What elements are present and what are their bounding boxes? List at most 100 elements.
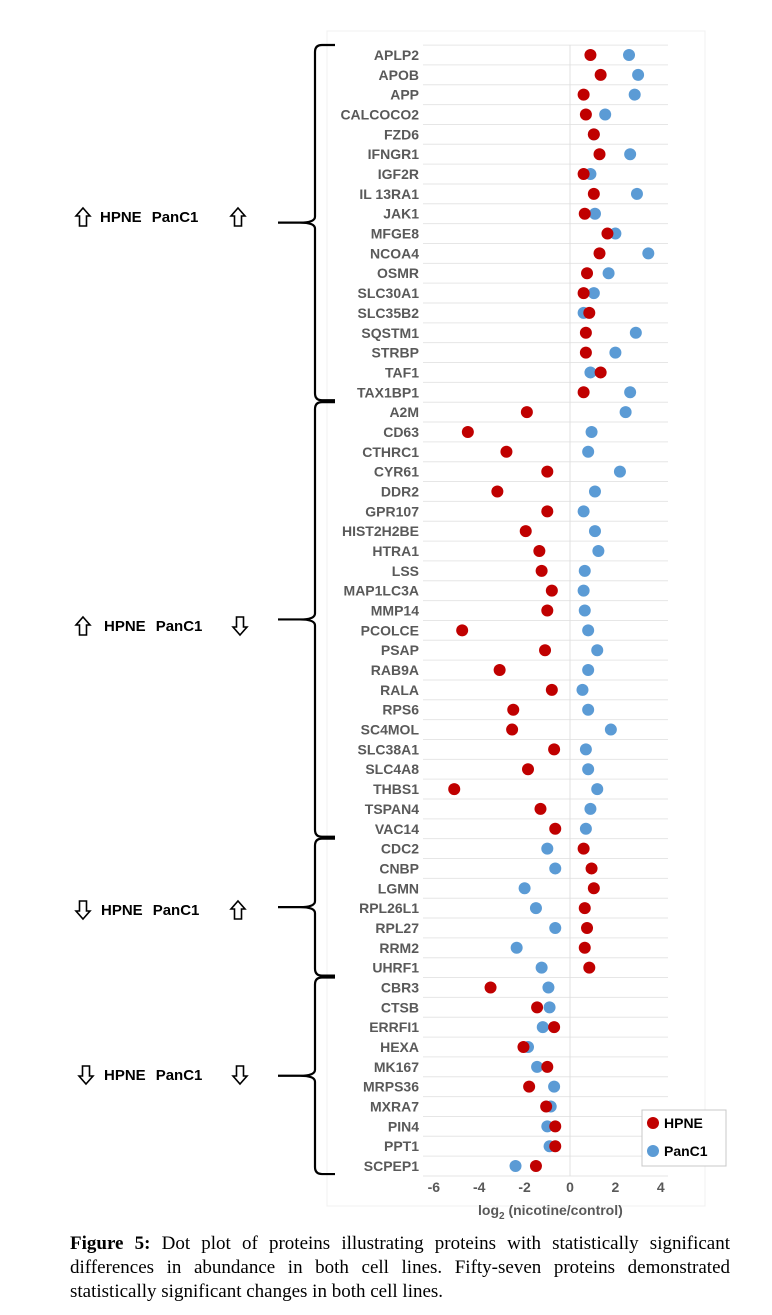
caption-label: Figure 5: (70, 1233, 151, 1254)
protein-label: SCPEP1 (364, 1158, 419, 1174)
protein-label: CTSB (381, 999, 419, 1015)
dot-hpne (583, 306, 596, 319)
protein-label: A2M (389, 404, 419, 420)
protein-label: PPT1 (384, 1138, 419, 1154)
dot-panc1 (609, 346, 622, 359)
dot-hpne (506, 723, 519, 736)
dot-hpne (549, 822, 562, 835)
dot-hpne (577, 386, 590, 399)
dot-hpne (484, 981, 497, 994)
dot-panc1 (630, 187, 643, 200)
protein-label: SLC4A8 (365, 761, 419, 777)
dot-hpne (533, 545, 546, 557)
dot-hpne (578, 207, 591, 220)
legend-label-panc1: PanC1 (664, 1143, 708, 1159)
dot-panc1 (582, 703, 595, 716)
protein-label: UHRF1 (372, 960, 419, 976)
dot-hpne (593, 247, 606, 260)
chart-frame (326, 30, 706, 1207)
protein-label: NCOA4 (370, 245, 419, 261)
protein-label: MFGE8 (371, 226, 419, 242)
protein-label: MAP1LC3A (344, 583, 419, 599)
dot-panc1 (542, 981, 555, 994)
x-tick-label: 2 (612, 1179, 620, 1195)
protein-label: RALA (380, 682, 419, 698)
up-arrow-icon (74, 615, 92, 636)
dot-hpne (517, 1041, 530, 1053)
protein-label: SQSTM1 (361, 325, 419, 341)
protein-label: JAK1 (383, 206, 419, 222)
protein-label: PSAP (381, 642, 419, 658)
dot-hpne (540, 1100, 553, 1113)
dot-hpne (529, 1160, 542, 1173)
x-tick-label: -6 (428, 1179, 441, 1195)
dot-hpne (493, 664, 506, 677)
protein-label: TAF1 (385, 364, 419, 380)
protein-label: RPS6 (382, 702, 419, 718)
protein-label: DDR2 (381, 483, 419, 499)
dot-hpne (500, 445, 513, 458)
group-label: HPNE PanC1 (101, 902, 199, 919)
protein-label: IL 13RA1 (359, 186, 419, 202)
group-hpne-label: HPNE (101, 902, 143, 919)
dot-panc1 (624, 148, 637, 161)
protein-label: HEXA (380, 1039, 419, 1055)
dot-hpne (594, 366, 607, 379)
dot-hpne (531, 1001, 544, 1014)
protein-label: SLC38A1 (358, 741, 420, 757)
protein-label: SLC30A1 (358, 285, 420, 301)
dot-panc1 (584, 366, 597, 379)
protein-label: MK167 (374, 1059, 419, 1075)
group-brace (278, 43, 335, 402)
dot-hpne (545, 584, 558, 597)
dot-panc1 (578, 564, 591, 577)
dot-hpne (577, 842, 590, 855)
dot-panc1 (592, 545, 605, 557)
protein-label: CBR3 (381, 979, 419, 995)
up-arrow-icon (229, 899, 247, 920)
dot-panc1 (518, 882, 531, 895)
dot-hpne (594, 68, 607, 81)
group-panc1-label: PanC1 (152, 209, 199, 226)
dot-hpne (585, 862, 598, 875)
dot-panc1 (577, 584, 590, 597)
dot-hpne (541, 1060, 554, 1073)
protein-label: FZD6 (384, 126, 419, 142)
dot-panc1 (531, 1060, 544, 1073)
protein-label: IGF2R (378, 166, 419, 182)
dot-panc1 (591, 783, 604, 796)
protein-label: RPL26L1 (359, 900, 419, 916)
group-braces (278, 43, 335, 1176)
protein-label: IFNGR1 (368, 146, 420, 162)
dot-hpne (461, 425, 474, 438)
dot-panc1 (629, 326, 642, 339)
dot-hpne (581, 267, 594, 280)
dot-panc1 (604, 723, 617, 736)
protein-label: APOB (379, 67, 419, 83)
dot-panc1 (591, 644, 604, 657)
protein-label: HTRA1 (372, 543, 419, 559)
down-arrow-icon (74, 900, 92, 921)
dot-plot-chart: APLP2 APOB APP CALCOCO2 FZD6 IFNGR1 IGF2R IL 13… (74, 30, 727, 1220)
dot-panc1 (582, 763, 595, 776)
dot-hpne (534, 802, 547, 815)
dot-panc1 (577, 505, 590, 518)
dot-hpne (578, 941, 591, 954)
dot-panc1 (549, 862, 562, 875)
protein-label: GPR107 (365, 503, 419, 519)
dot-hpne (587, 187, 600, 200)
protein-label: STRBP (372, 345, 419, 361)
dot-panc1 (613, 465, 626, 478)
protein-label: CDC2 (381, 841, 419, 857)
down-arrow-icon (231, 616, 249, 637)
dot-hpne (579, 326, 592, 339)
dot-panc1 (628, 88, 641, 101)
group-panc1-label: PanC1 (156, 1067, 203, 1084)
dot-panc1 (579, 743, 592, 756)
protein-label: LGMN (378, 880, 419, 896)
x-axis: -6 -4 -2 0 2 4 (428, 1179, 665, 1195)
caption-text: Dot plot of proteins illustrating protei… (70, 1233, 731, 1302)
protein-label: CTHRC1 (362, 444, 419, 460)
dot-panc1 (579, 822, 592, 835)
dot-panc1 (536, 1021, 549, 1034)
